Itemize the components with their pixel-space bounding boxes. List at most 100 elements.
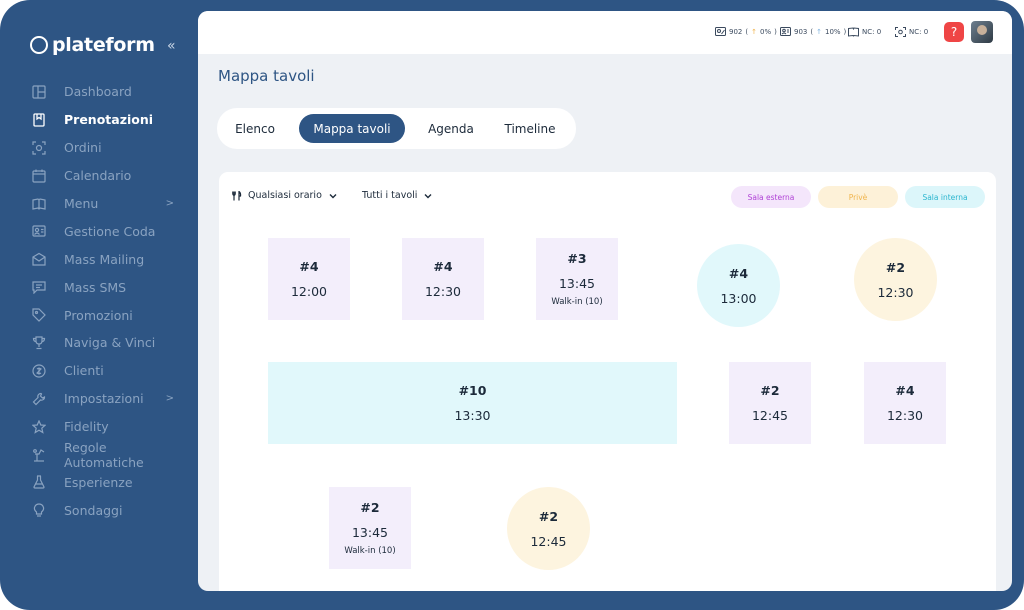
table-map-card: Qualsiasi orario Tutti i tavoli Sala est…: [219, 172, 996, 591]
trophy-icon: [32, 336, 46, 350]
book-icon: [32, 197, 46, 211]
table-walkin: Walk-in (10): [344, 546, 396, 556]
rules-icon: [32, 448, 46, 462]
stat-value: 902: [729, 28, 743, 36]
stat-close-paren: ): [843, 28, 847, 36]
wrench-icon: [32, 392, 46, 406]
legend-prive[interactable]: Privè: [818, 186, 898, 208]
tag-icon: [32, 308, 46, 322]
sidebar-item-clienti[interactable]: Clienti: [32, 357, 182, 385]
bulb-icon: [32, 503, 46, 517]
table-tile[interactable]: #2 12:45: [729, 362, 811, 444]
table-number: #2: [885, 259, 906, 275]
table-tile[interactable]: #4 12:30: [864, 362, 946, 444]
table-time: 12:30: [877, 284, 914, 300]
stat-clients[interactable]: 903 (↑ 10%): [780, 27, 846, 37]
tab-elenco[interactable]: Elenco: [235, 121, 275, 136]
table-number: #4: [299, 259, 319, 274]
tab-timeline[interactable]: Timeline: [504, 121, 556, 136]
table-tile[interactable]: #2 12:30: [854, 238, 937, 321]
table-tile[interactable]: #2 12:45: [507, 487, 590, 570]
chevron-right-icon: >: [165, 198, 174, 209]
table-tile[interactable]: #3 13:45 Walk-in (10): [536, 238, 618, 320]
table-number: #4: [895, 383, 915, 398]
table-time: 13:45: [558, 276, 596, 291]
chevron-down-icon: [424, 193, 432, 198]
star-icon: [32, 419, 46, 434]
legend-sala-interna[interactable]: Sala interna: [905, 186, 985, 208]
scan-icon: [32, 141, 46, 155]
sidebar-item-label: Regole Automatiche: [64, 439, 144, 470]
table-number: #2: [760, 383, 780, 398]
stat-menu[interactable]: NC: 0: [848, 27, 881, 37]
stat-reservations[interactable]: 902 (↑ 0%): [715, 27, 777, 37]
sidebar-item-fidelity[interactable]: Fidelity: [32, 413, 182, 441]
table-walkin: Walk-in (10): [551, 297, 603, 307]
sms-icon: [32, 280, 46, 295]
tab-agenda[interactable]: Agenda: [428, 121, 474, 136]
sidebar-item-label: Clienti: [64, 363, 104, 379]
table-tile[interactable]: #10 13:30: [268, 362, 677, 444]
sidebar-item-dashboard[interactable]: Dashboard: [32, 78, 182, 106]
tab-mappa-tavoli[interactable]: Mappa tavoli: [299, 114, 405, 143]
collapse-sidebar-icon[interactable]: «: [167, 38, 176, 54]
sidebar-item-label: Mass SMS: [64, 279, 127, 295]
page-title: Mappa tavoli: [218, 67, 315, 85]
table-time: 12:00: [290, 284, 328, 299]
sidebar-item-promozioni[interactable]: Promozioni: [32, 301, 182, 329]
table-number: #4: [433, 259, 453, 274]
sidebar-item-gestione-coda[interactable]: Gestione Coda: [32, 217, 182, 245]
sidebar-item-label: Impostazioni: [64, 391, 144, 407]
user-avatar[interactable]: [971, 21, 993, 43]
sidebar-item-mass-mailing[interactable]: Mass Mailing: [32, 245, 182, 273]
sidebar-item-naviga-vinci[interactable]: Naviga & Vinci: [32, 329, 182, 357]
stat-change: 10%: [824, 28, 841, 36]
time-filter-label: Qualsiasi orario: [248, 190, 322, 201]
sidebar-item-calendario[interactable]: Calendario: [32, 162, 182, 190]
chevron-down-icon: [329, 193, 337, 198]
trend-icon: ↑: [816, 28, 822, 36]
sidebar-item-sondaggi[interactable]: Sondaggi: [32, 496, 182, 524]
table-time: 13:45: [351, 525, 389, 540]
tables-filter-dropdown[interactable]: Tutti i tavoli: [362, 190, 433, 201]
sidebar-item-esperienze[interactable]: Esperienze: [32, 468, 182, 496]
dashboard-icon: [32, 85, 46, 99]
table-number: #4: [728, 265, 749, 281]
top-bar: 902 (↑ 0%) 903 (↑ 10%) NC: 0 NC: 0 ?: [198, 11, 1012, 54]
table-time: 12:45: [751, 408, 789, 423]
sidebar-item-label: Promozioni: [64, 307, 133, 323]
chevron-right-icon: >: [165, 393, 174, 405]
clients-icon: [32, 364, 46, 378]
sidebar-item-ordini[interactable]: Ordini: [32, 134, 182, 162]
table-tile[interactable]: #4 12:00: [268, 238, 350, 320]
stat-label: NC: 0: [909, 28, 929, 36]
stat-label: NC: 0: [862, 28, 882, 36]
brand-name: plateform: [52, 34, 155, 56]
table-time: 13:30: [454, 408, 491, 423]
time-filter-dropdown[interactable]: Qualsiasi orario: [232, 190, 338, 201]
sidebar-item-label: Fidelity: [64, 419, 109, 435]
sidebar-item-label: Dashboard: [64, 84, 132, 100]
brand-mark-icon: [30, 36, 48, 54]
stat-orders[interactable]: NC: 0: [895, 27, 928, 37]
sidebar-item-label: Prenotazioni: [64, 112, 154, 128]
table-tile[interactable]: #4 13:00: [697, 244, 780, 327]
table-tile[interactable]: #2 13:45 Walk-in (10): [329, 487, 411, 569]
sidebar-item-impostazioni[interactable]: Impostazioni >: [32, 385, 182, 413]
table-time: 13:00: [720, 290, 757, 306]
stat-change: 0%: [759, 28, 772, 36]
sidebar-item-prenotazioni[interactable]: Prenotazioni: [32, 106, 182, 134]
sidebar-item-regole-automatiche[interactable]: Regole Automatiche: [32, 439, 182, 470]
help-button[interactable]: ?: [944, 22, 964, 42]
sidebar-item-menu[interactable]: Menu >: [32, 190, 182, 218]
brand-logo[interactable]: plateform: [30, 34, 155, 56]
table-number: #3: [567, 251, 587, 266]
view-tabs: Elenco Mappa tavoli Agenda Timeline: [217, 108, 576, 149]
sidebar-item-mass-sms[interactable]: Mass SMS: [32, 273, 182, 301]
table-tile[interactable]: #4 12:30: [402, 238, 484, 320]
flask-icon: [32, 475, 46, 490]
stat-open-paren: (: [745, 28, 749, 36]
legend-sala-esterna[interactable]: Sala esterna: [731, 186, 811, 208]
tables-filter-label: Tutti i tavoli: [362, 190, 418, 201]
